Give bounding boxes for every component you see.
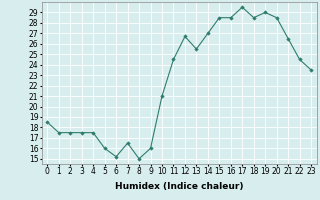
X-axis label: Humidex (Indice chaleur): Humidex (Indice chaleur): [115, 182, 244, 191]
